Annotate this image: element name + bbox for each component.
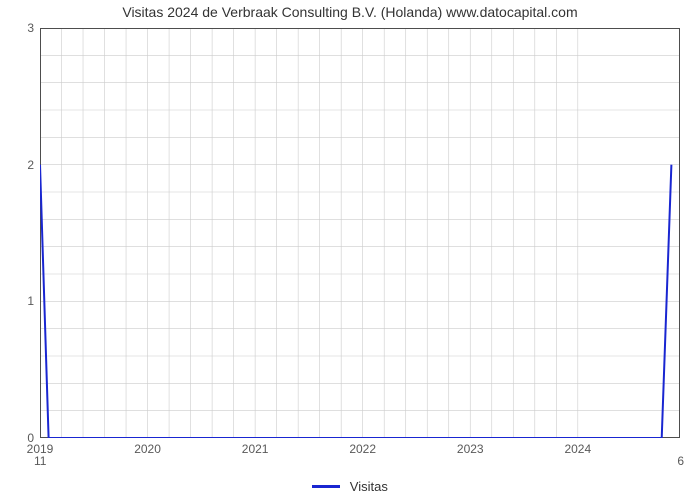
annotation: 11 [34,454,46,468]
legend-swatch [312,485,340,488]
x-tick-label: 2024 [564,442,591,456]
x-tick-label: 2023 [457,442,484,456]
y-tick-label: 2 [27,158,34,172]
x-tick-label: 2022 [349,442,376,456]
y-tick-label: 3 [27,21,34,35]
y-tick-label: 1 [27,294,34,308]
legend: Visitas [0,478,700,494]
plot-area: 0123201920202021202220232024116 [40,28,680,438]
x-tick-label: 2021 [242,442,269,456]
annotation: 6 [677,454,684,468]
legend-label: Visitas [350,479,388,494]
plot-svg [40,28,680,438]
x-tick-label: 2020 [134,442,161,456]
chart-title: Visitas 2024 de Verbraak Consulting B.V.… [0,4,700,20]
visits-line-chart: Visitas 2024 de Verbraak Consulting B.V.… [0,0,700,500]
